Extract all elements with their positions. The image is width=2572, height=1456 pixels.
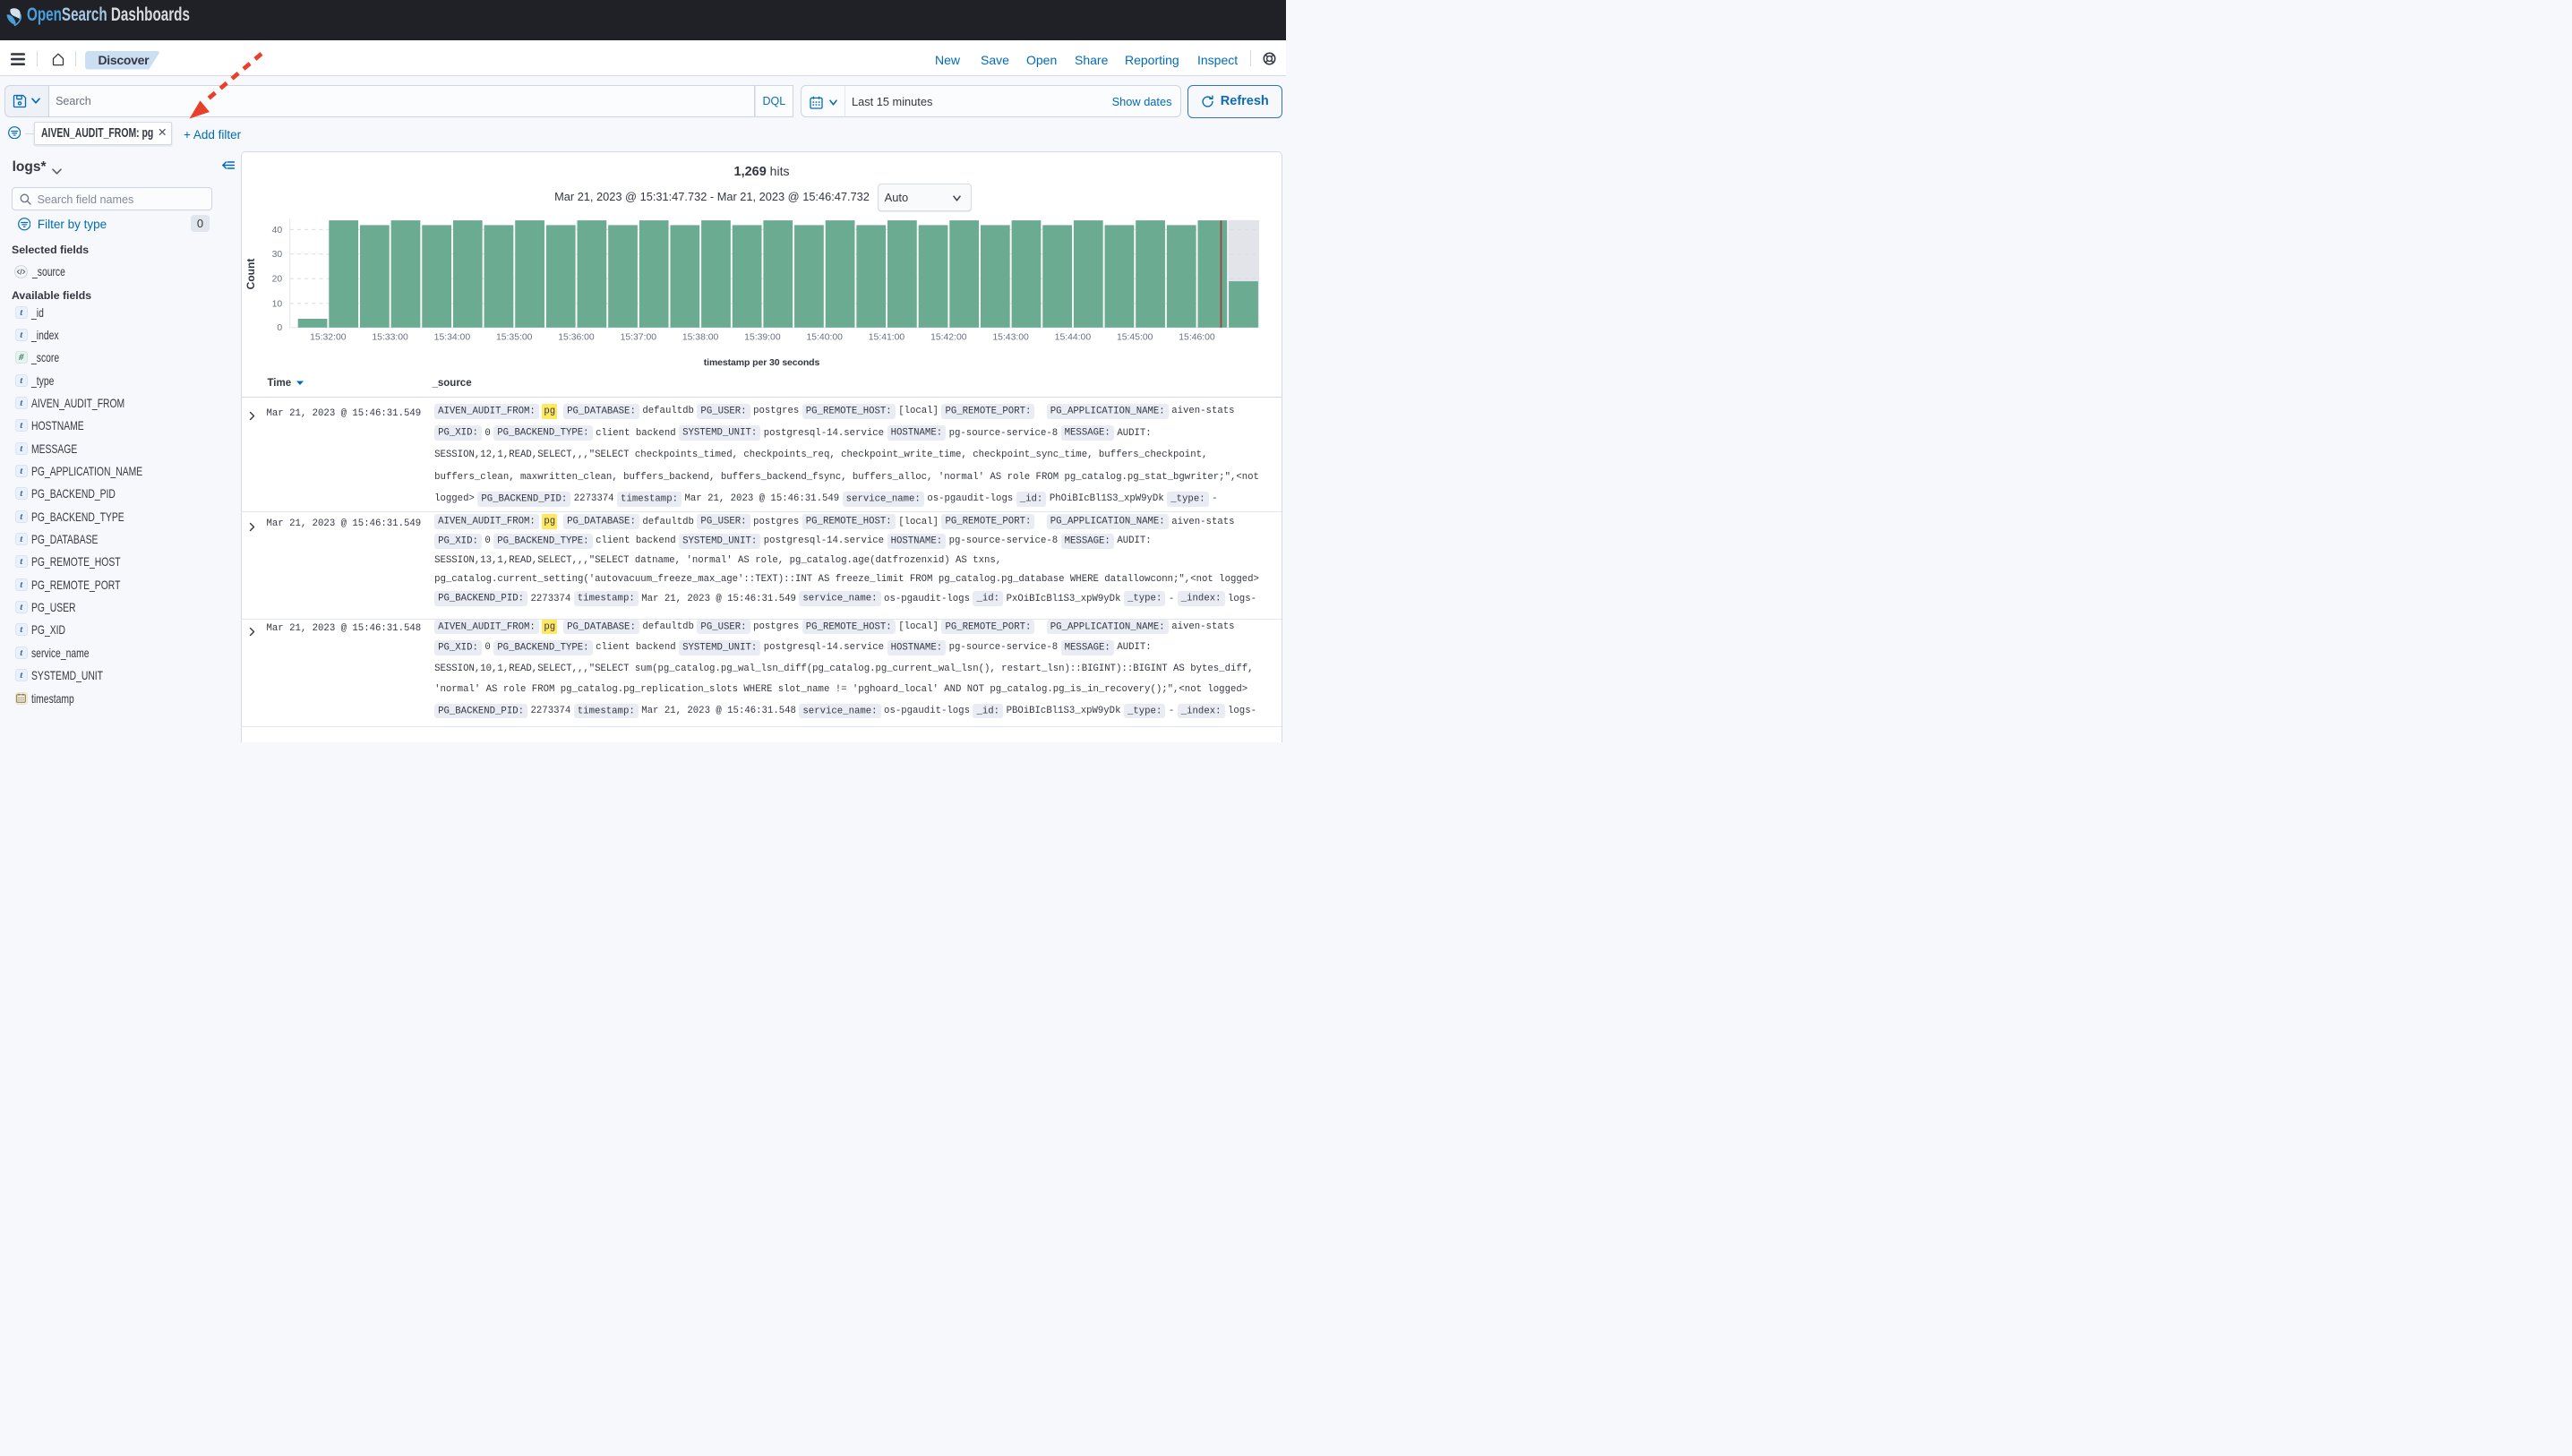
svg-text:15:46:00: 15:46:00: [1179, 332, 1216, 342]
svg-text:10: 10: [272, 299, 283, 309]
svg-text:15:39:00: 15:39:00: [744, 332, 781, 342]
svg-text:15:36:00: 15:36:00: [559, 332, 596, 342]
svg-text:15:45:00: 15:45:00: [1117, 332, 1153, 342]
svg-text:Count: Count: [244, 259, 257, 290]
svg-text:15:40:00: 15:40:00: [807, 332, 844, 342]
svg-text:20: 20: [272, 275, 283, 285]
svg-text:15:43:00: 15:43:00: [993, 332, 1030, 342]
svg-text:15:35:00: 15:35:00: [496, 332, 533, 342]
svg-text:0: 0: [278, 323, 283, 333]
svg-text:15:41:00: 15:41:00: [869, 332, 905, 342]
svg-text:15:42:00: 15:42:00: [930, 332, 967, 342]
svg-text:30: 30: [272, 250, 283, 260]
svg-text:15:33:00: 15:33:00: [373, 332, 409, 342]
svg-text:15:32:00: 15:32:00: [310, 332, 347, 342]
svg-text:40: 40: [272, 226, 283, 236]
svg-text:15:44:00: 15:44:00: [1055, 332, 1092, 342]
svg-text:15:37:00: 15:37:00: [621, 332, 657, 342]
svg-text:15:38:00: 15:38:00: [682, 332, 719, 342]
svg-text:15:34:00: 15:34:00: [434, 332, 471, 342]
